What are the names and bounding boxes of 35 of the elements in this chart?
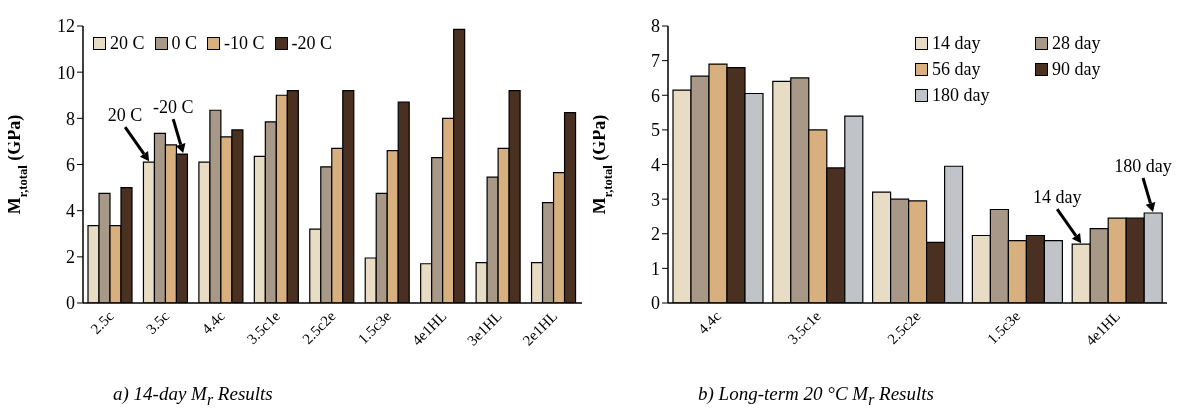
x-tick-label: 4.4c — [198, 307, 228, 338]
annotation: 180 day — [1114, 155, 1172, 176]
x-tick-label: 4.4c — [694, 307, 725, 338]
y-tick-label: 8 — [651, 16, 660, 37]
y-tick-label: 0 — [651, 293, 660, 314]
text: b) Long-term 20 °C M$_{r}$ Results — [698, 383, 934, 409]
y-tick-label: 5 — [651, 120, 660, 141]
y-tick-label: 1 — [651, 258, 660, 279]
y-tick-label: 3 — [651, 189, 660, 210]
legend-label: 28 day — [1052, 32, 1101, 55]
y-tick-label: 2 — [66, 247, 75, 268]
y-tick-label: 6 — [651, 85, 660, 106]
legend-label: 20 C — [110, 32, 145, 55]
x-tick-label: 2.5c — [87, 307, 118, 338]
y-tick-label: 2 — [651, 224, 660, 245]
annotation: 14 day — [1032, 187, 1082, 208]
text: a) 14-day M$_{r}$ Results — [113, 383, 273, 409]
legend-label: 180 day — [932, 84, 990, 107]
y-tick-label: 8 — [66, 108, 75, 129]
legend-label: 0 C — [171, 32, 198, 55]
x-tick-label: 3.5c — [143, 307, 173, 338]
legend-label: 14 day — [932, 32, 981, 55]
legend-label: -20 C — [291, 32, 333, 55]
legend-label: -10 C — [224, 32, 265, 55]
legend-label: 56 day — [932, 58, 981, 81]
y-tick-label: 4 — [66, 201, 75, 222]
y-tick-label: 4 — [651, 154, 660, 175]
annotation: -20 C — [152, 97, 194, 118]
annotation: 20 C — [107, 105, 143, 126]
legend-label: 90 day — [1052, 58, 1101, 81]
y-tick-label: 0 — [66, 293, 75, 314]
y-tick-label: 7 — [651, 51, 660, 72]
y-tick-label: 10 — [57, 62, 75, 83]
y-tick-label: 6 — [66, 154, 75, 175]
y-tick-label: 12 — [57, 16, 75, 37]
